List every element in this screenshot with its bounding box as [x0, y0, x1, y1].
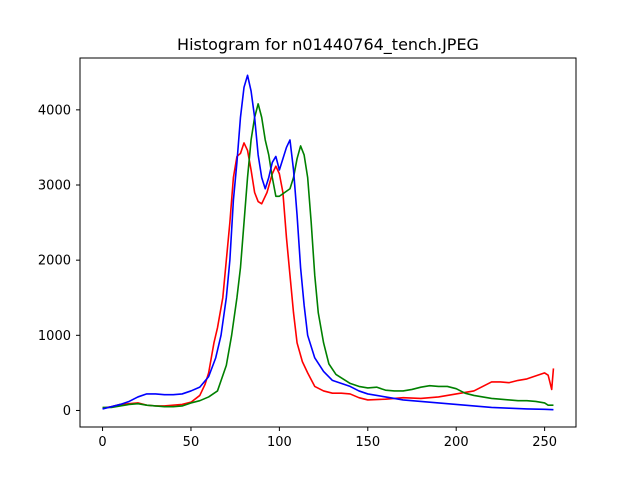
y-axis: 0 1000 2000 3000 4000: [38, 103, 80, 419]
y-tick-label: 2000: [38, 254, 71, 269]
series-line-3: [102, 74, 554, 411]
plot-frame: [79, 57, 577, 428]
x-axis: 0 50 100 150 200 250: [98, 427, 557, 450]
x-tick-label: 100: [267, 435, 292, 450]
plot-axes: 0 50 100 150 200 250 0 1000 2000 3000 4000: [38, 57, 577, 450]
y-tick-label: 1000: [38, 329, 71, 344]
x-tick-label: 0: [98, 435, 106, 450]
chart-title: Histogram for n01440764_tench.JPEG: [177, 35, 479, 55]
series-layer: [102, 74, 555, 411]
series-line-2: [102, 103, 554, 409]
y-tick-label: 0: [63, 404, 71, 419]
y-tick-label: 3000: [38, 179, 71, 194]
x-tick-label: 250: [532, 435, 557, 450]
y-tick-label: 4000: [38, 103, 71, 118]
series-line-1: [102, 142, 555, 409]
x-tick-label: 200: [444, 435, 469, 450]
x-tick-label: 50: [183, 435, 200, 450]
x-tick-label: 150: [355, 435, 380, 450]
